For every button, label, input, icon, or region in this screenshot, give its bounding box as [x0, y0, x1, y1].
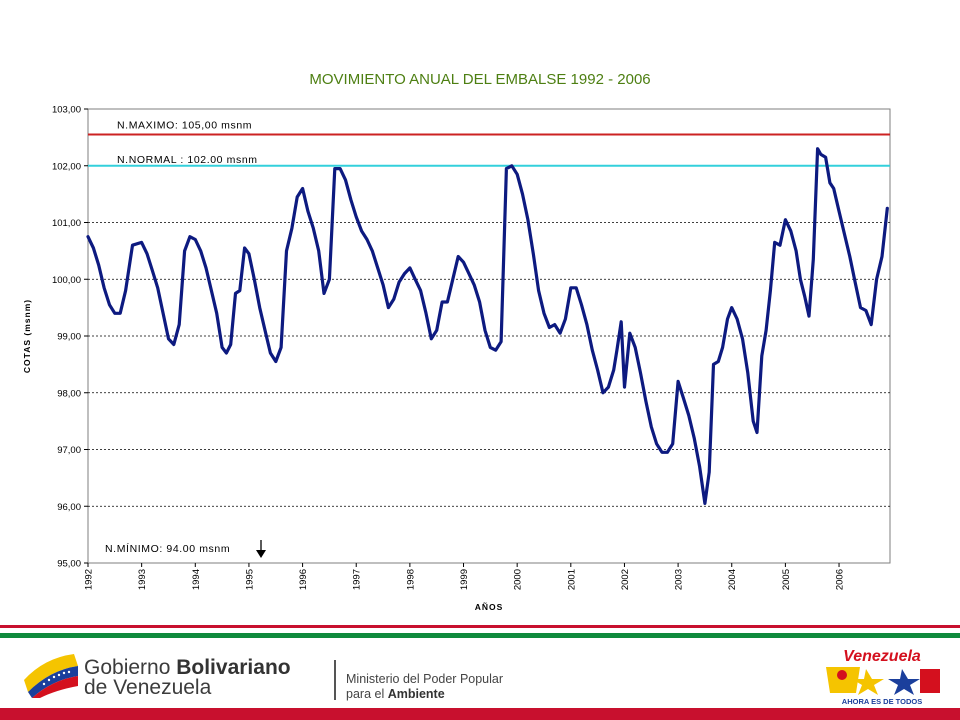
x-tick-label: 2004 [727, 569, 738, 590]
x-tick-label: 2002 [620, 569, 631, 590]
y-tick-labels: 95,00 96,00 97,00 98,00 99,00 100,00 101,00 102… [52, 105, 81, 570]
x-tick-label: 2001 [566, 569, 577, 590]
gob-line1-b: Bolivariano [176, 656, 291, 679]
min-line1: Ministerio del Poder Popular [346, 672, 504, 686]
x-tick-label: 1993 [137, 569, 148, 590]
chart-title: MOVIMIENTO ANUAL DEL EMBALSE 1992 - 2006 [309, 71, 650, 88]
min-line2-a: para el [346, 687, 388, 701]
y-tick-label: 103,00 [52, 105, 81, 116]
y-axis-label: COTAS (msnm) [22, 299, 32, 373]
x-tick-label: 2006 [835, 569, 846, 590]
footer [0, 625, 960, 720]
y-tick-label: 98,00 [57, 388, 81, 399]
gobierno-flag-logo-icon [24, 654, 78, 698]
gob-line1-a: Gobierno [84, 656, 177, 679]
footer-stripe-red [0, 625, 960, 628]
ministerio-wordmark: Ministerio del Poder Popular para el Amb… [346, 672, 503, 702]
x-axis-label: AÑOS [475, 602, 504, 612]
x-tick-labels: 1992 1993 1994 1995 1996 1997 1998 1999 2000 2001… [84, 569, 846, 590]
footer-stripe-green [0, 633, 960, 638]
x-tick-label: 1999 [459, 569, 470, 590]
slogan-text: AHORA ES DE TODOS [842, 697, 922, 706]
series-layer [86, 147, 889, 505]
min-line2-b: Ambiente [387, 687, 445, 701]
reference-label: N.NORMAL : 102.00 msnm [117, 154, 258, 166]
footer-separator [334, 660, 336, 700]
venezuela-ahora-logo-icon: Venezuela AHORA ES DE TODOS [826, 648, 940, 706]
series-line [86, 147, 889, 505]
x-tick-label: 1992 [84, 569, 95, 590]
gobierno-wordmark: Gobierno Bolivariano de Venezuela [84, 656, 291, 699]
min-arrow-head [256, 550, 266, 558]
y-tick-label: 102,00 [52, 161, 81, 172]
venezuela-logo-text: Venezuela [843, 648, 921, 665]
x-tick-label: 2003 [674, 569, 685, 590]
y-tick-label: 101,00 [52, 218, 81, 229]
chart: MOVIMIENTO ANUAL DEL EMBALSE 1992 - 2006… [22, 71, 891, 612]
reference-label: N.MAXIMO: 105,00 msnm [117, 120, 252, 132]
gob-line2: de Venezuela [84, 676, 212, 699]
y-tick-label: 97,00 [57, 445, 81, 456]
x-tick-label: 1995 [244, 569, 255, 590]
x-tick-label: 1998 [405, 569, 416, 590]
y-tick-label: 95,00 [57, 559, 81, 570]
y-tick-label: 99,00 [57, 332, 81, 343]
y-tick-label: 96,00 [57, 502, 81, 513]
x-tick-label: 1996 [298, 569, 309, 590]
x-tick-label: 1997 [352, 569, 363, 590]
x-tick-label: 2000 [513, 569, 524, 590]
y-tick-label: 100,00 [52, 275, 81, 286]
x-tick-label: 1994 [191, 569, 202, 590]
reference-lines: N.MAXIMO: 105,00 msnm N.NORMAL : 102.00 m… [88, 120, 890, 558]
bottom-red-bar [0, 708, 960, 720]
x-tick-label: 2005 [781, 569, 792, 590]
reference-label: N.MÍNIMO: 94.00 msnm [105, 542, 230, 555]
